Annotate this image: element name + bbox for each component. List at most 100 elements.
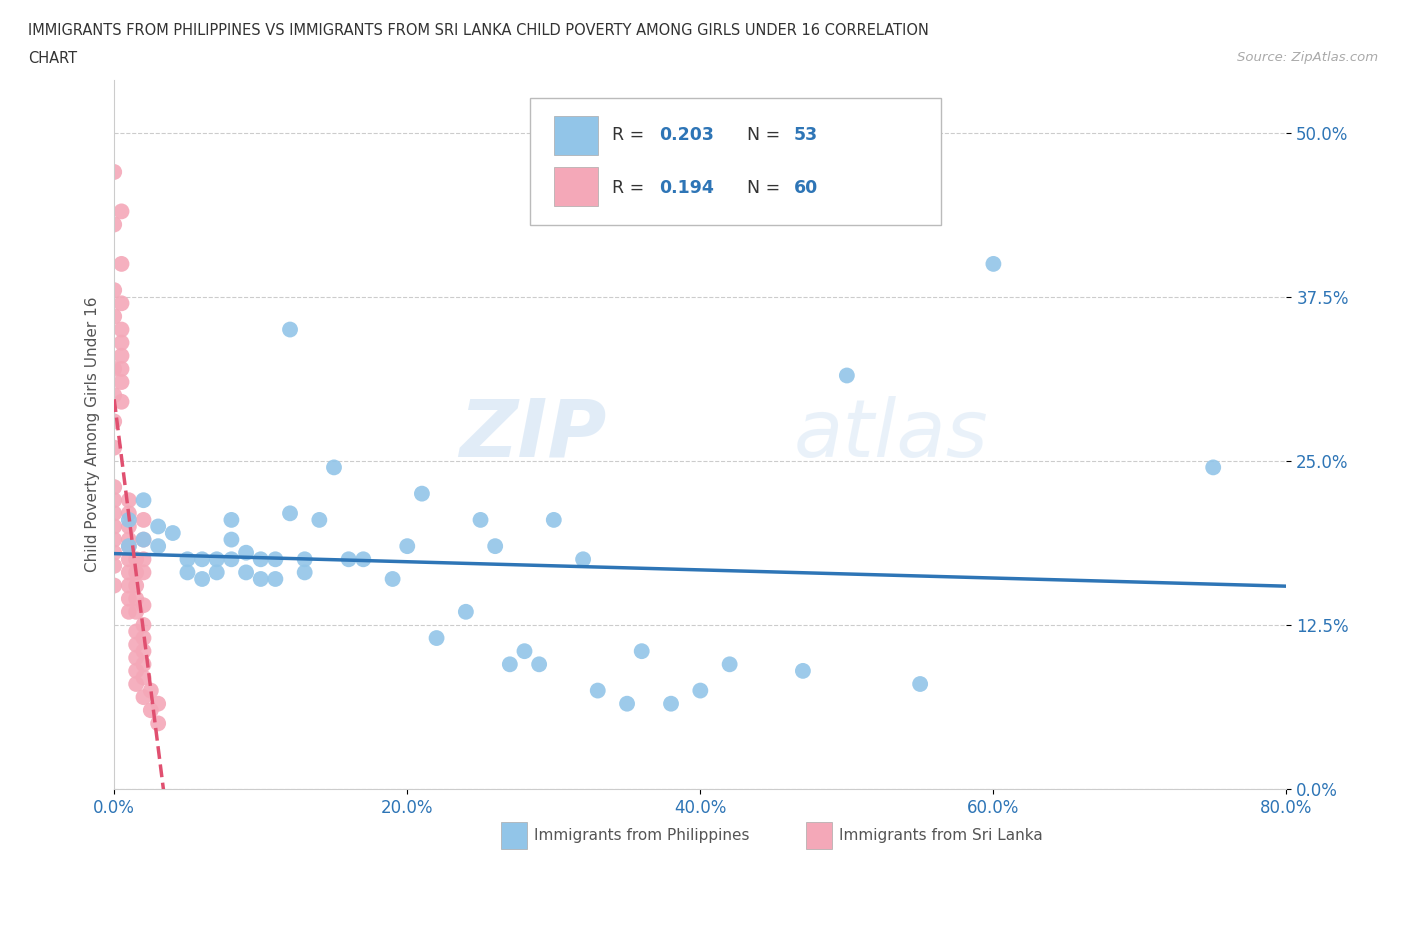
Point bbox=[132, 690, 155, 705]
Point bbox=[132, 493, 155, 508]
Point bbox=[103, 165, 125, 179]
Point bbox=[132, 670, 155, 684]
Point bbox=[264, 572, 287, 587]
Point bbox=[118, 519, 141, 534]
Point bbox=[132, 512, 155, 527]
Point bbox=[352, 551, 374, 566]
Point bbox=[191, 572, 214, 587]
Point bbox=[139, 684, 162, 698]
Point bbox=[132, 644, 155, 658]
Point bbox=[132, 565, 155, 579]
Point bbox=[294, 551, 316, 566]
Text: R =: R = bbox=[613, 179, 655, 197]
Point bbox=[396, 538, 419, 553]
Point bbox=[110, 322, 132, 337]
Point bbox=[146, 538, 169, 553]
Text: N =: N = bbox=[747, 126, 786, 144]
Point bbox=[630, 644, 652, 658]
Point bbox=[103, 388, 125, 403]
Point bbox=[118, 512, 141, 527]
Text: atlas: atlas bbox=[794, 395, 988, 473]
Point bbox=[118, 506, 141, 521]
Point bbox=[132, 657, 155, 671]
Point bbox=[146, 697, 169, 711]
Point bbox=[132, 598, 155, 613]
Point bbox=[103, 545, 125, 560]
Point bbox=[792, 663, 814, 678]
Point bbox=[103, 519, 125, 534]
Text: N =: N = bbox=[747, 179, 786, 197]
Point bbox=[125, 565, 148, 579]
Point bbox=[118, 565, 141, 579]
Text: 0.194: 0.194 bbox=[659, 179, 714, 197]
Point bbox=[983, 257, 1005, 272]
Text: R =: R = bbox=[613, 126, 650, 144]
Point bbox=[499, 657, 522, 671]
Point bbox=[125, 604, 148, 619]
Point bbox=[221, 532, 243, 547]
Point bbox=[454, 604, 477, 619]
FancyBboxPatch shape bbox=[554, 115, 599, 154]
Point bbox=[1202, 460, 1225, 475]
Point bbox=[110, 296, 132, 311]
Text: ZIP: ZIP bbox=[460, 395, 606, 473]
Point bbox=[110, 375, 132, 390]
Point bbox=[103, 558, 125, 573]
Point bbox=[103, 217, 125, 232]
Point bbox=[308, 512, 330, 527]
Point bbox=[125, 551, 148, 566]
Text: CHART: CHART bbox=[28, 51, 77, 66]
Point bbox=[221, 512, 243, 527]
Point bbox=[689, 684, 711, 698]
Point bbox=[572, 551, 595, 566]
Point bbox=[125, 578, 148, 593]
Point bbox=[221, 551, 243, 566]
Point bbox=[205, 565, 228, 579]
Point bbox=[659, 697, 682, 711]
Point bbox=[484, 538, 506, 553]
Text: 60: 60 bbox=[794, 179, 818, 197]
Point bbox=[426, 631, 449, 645]
Point bbox=[103, 283, 125, 298]
FancyBboxPatch shape bbox=[501, 822, 527, 849]
Y-axis label: Child Poverty Among Girls Under 16: Child Poverty Among Girls Under 16 bbox=[86, 297, 100, 572]
FancyBboxPatch shape bbox=[806, 822, 831, 849]
Point bbox=[132, 532, 155, 547]
Point bbox=[249, 572, 271, 587]
Point bbox=[103, 506, 125, 521]
Point bbox=[103, 362, 125, 377]
Point bbox=[103, 309, 125, 324]
Point bbox=[110, 349, 132, 364]
Point bbox=[103, 532, 125, 547]
Point bbox=[118, 578, 141, 593]
Point bbox=[249, 551, 271, 566]
Point bbox=[718, 657, 741, 671]
Point bbox=[118, 604, 141, 619]
Point bbox=[235, 545, 257, 560]
Text: Source: ZipAtlas.com: Source: ZipAtlas.com bbox=[1237, 51, 1378, 64]
Point bbox=[146, 716, 169, 731]
Text: IMMIGRANTS FROM PHILIPPINES VS IMMIGRANTS FROM SRI LANKA CHILD POVERTY AMONG GIR: IMMIGRANTS FROM PHILIPPINES VS IMMIGRANT… bbox=[28, 23, 929, 38]
Point bbox=[125, 663, 148, 678]
Point bbox=[527, 657, 550, 671]
Text: Immigrants from Sri Lanka: Immigrants from Sri Lanka bbox=[838, 829, 1042, 844]
Point bbox=[835, 368, 858, 383]
Point bbox=[264, 551, 287, 566]
Point bbox=[586, 684, 609, 698]
Point bbox=[118, 591, 141, 606]
FancyBboxPatch shape bbox=[530, 98, 941, 225]
Point bbox=[323, 460, 346, 475]
Point bbox=[132, 631, 155, 645]
Point bbox=[139, 703, 162, 718]
Point bbox=[616, 697, 638, 711]
Point bbox=[118, 538, 141, 553]
Point bbox=[103, 493, 125, 508]
Point bbox=[908, 676, 931, 691]
Point bbox=[118, 551, 141, 566]
Point bbox=[110, 204, 132, 219]
Point bbox=[118, 493, 141, 508]
Point bbox=[118, 538, 141, 553]
Point bbox=[205, 551, 228, 566]
Point bbox=[132, 618, 155, 632]
Point bbox=[110, 362, 132, 377]
